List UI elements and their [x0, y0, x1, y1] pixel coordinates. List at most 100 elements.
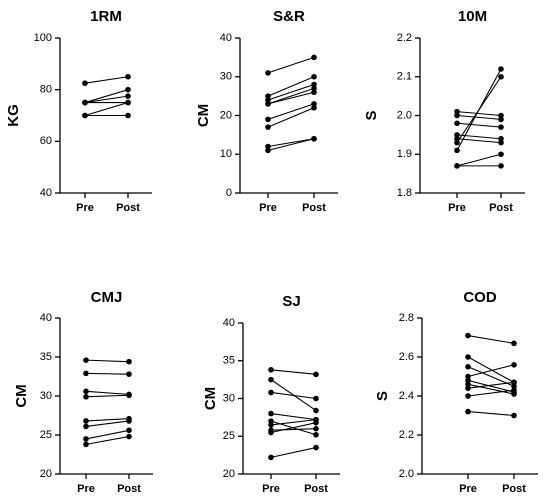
subject-line: [456, 122, 502, 128]
y-tick-label: 20: [220, 109, 232, 121]
subject-line: [84, 95, 129, 104]
post-point: [126, 358, 132, 365]
x-tick-label-pre: Pre: [448, 202, 466, 214]
y-tick-label: 0: [226, 187, 232, 199]
post-point: [126, 427, 132, 434]
post-point: [498, 116, 504, 123]
x-tick-label-pre: Pre: [459, 483, 477, 495]
chart-panel-3: 10M S 1.8 1.9 2.0 2.1 2.2 Pre Post: [363, 8, 525, 214]
pre-point: [265, 93, 271, 99]
y-tick-label: 2.0: [399, 468, 414, 480]
pre-point: [465, 385, 471, 392]
pre-point: [268, 376, 274, 383]
pre-point: [83, 436, 89, 442]
subject-line: [84, 76, 129, 84]
subject-line: [267, 107, 315, 128]
post-point: [498, 66, 504, 72]
x-tick-label-pre: Pre: [76, 202, 94, 214]
pre-point: [265, 124, 271, 130]
subject-line: [267, 138, 315, 148]
y-axis-label: KG: [5, 104, 22, 127]
pre-point: [465, 354, 471, 360]
x-tick-label-pre: Pre: [259, 202, 277, 214]
pre-point: [83, 393, 89, 400]
post-point: [313, 371, 319, 378]
post-point: [311, 54, 317, 61]
subject-line: [85, 418, 130, 422]
post-point: [313, 395, 319, 402]
subject-line: [84, 89, 129, 104]
subject-line: [85, 436, 130, 445]
post-point: [313, 425, 319, 432]
y-tick-label: 2.0: [397, 109, 412, 121]
x-tick-label-post: Post: [304, 483, 328, 495]
chart-panel-5: SJ CM 20 25 30 35 40 Pre Post: [202, 293, 340, 495]
pre-point: [268, 389, 274, 396]
y-tick-label: 60: [40, 135, 52, 147]
subject-line: [467, 383, 515, 395]
post-point: [125, 99, 131, 106]
subject-line: [85, 420, 130, 427]
post-point: [311, 101, 317, 107]
pre-point: [82, 112, 88, 119]
pre-point: [454, 139, 460, 146]
pre-point: [454, 108, 460, 115]
y-axis-label: S: [363, 110, 380, 120]
chart-title: S&R: [273, 8, 305, 25]
post-point: [313, 444, 319, 451]
post-point: [126, 371, 132, 377]
chart-panel-2: S&R CM 0 10 20 30 40 Pre Post: [195, 8, 338, 214]
post-point: [498, 124, 504, 130]
post-point: [313, 407, 319, 414]
chart-title: 10M: [458, 8, 487, 25]
y-tick-label: 1.8: [397, 187, 412, 199]
post-point: [498, 163, 504, 169]
subject-line: [267, 138, 315, 151]
subject-line: [85, 390, 130, 395]
subject-line: [467, 389, 515, 397]
pre-point: [265, 101, 271, 107]
subject-line: [85, 359, 130, 363]
y-tick-label: 40: [223, 317, 235, 329]
y-tick-label: 30: [220, 71, 232, 83]
subject-line: [456, 111, 502, 117]
pre-point: [465, 381, 471, 388]
y-tick-label: 2.2: [399, 429, 414, 441]
y-tick-label: 2.8: [399, 312, 414, 324]
y-tick-label: 35: [223, 355, 235, 367]
post-point: [126, 392, 132, 399]
post-point: [511, 391, 517, 397]
post-point: [311, 81, 317, 88]
pre-point: [454, 132, 460, 138]
post-point: [311, 73, 317, 80]
subject-line: [467, 356, 515, 383]
y-tick-label: 2.6: [399, 351, 414, 363]
post-point: [125, 86, 131, 93]
subject-line: [84, 102, 129, 117]
y-tick-label: 25: [223, 430, 235, 442]
subject-line: [267, 91, 315, 105]
post-point: [498, 112, 504, 119]
pre-point: [454, 120, 460, 127]
subject-line: [267, 83, 315, 101]
y-tick-label: 2.1: [397, 71, 412, 83]
y-tick-label: 40: [220, 32, 232, 44]
pre-point: [265, 97, 271, 103]
pre-point: [82, 80, 88, 87]
y-tick-label: 2.4: [399, 390, 414, 402]
x-tick-label-post: Post: [116, 202, 140, 214]
subject-line: [270, 391, 317, 400]
pre-point: [454, 112, 460, 119]
subject-line: [467, 381, 515, 389]
y-axis-label: CM: [202, 387, 219, 410]
y-tick-label: 40: [40, 187, 52, 199]
subject-line: [456, 138, 502, 144]
pre-point: [454, 163, 460, 169]
chart-title: COD: [463, 289, 497, 306]
x-tick-label-post: Post: [117, 483, 141, 495]
subject-line: [467, 411, 515, 417]
pre-point: [265, 70, 271, 76]
subject-line: [467, 335, 515, 344]
y-tick-label: 30: [40, 390, 52, 402]
post-point: [311, 89, 317, 96]
